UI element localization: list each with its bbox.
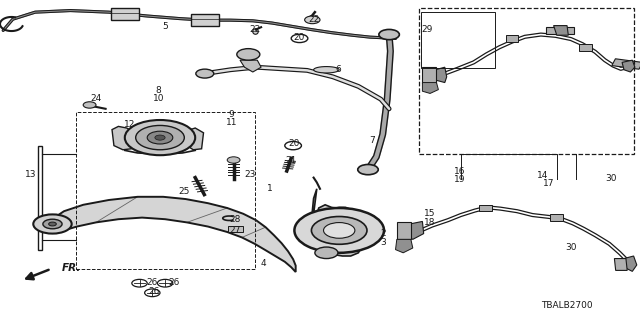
Circle shape — [323, 223, 355, 238]
Polygon shape — [554, 26, 568, 35]
Bar — [506, 35, 518, 42]
Circle shape — [136, 125, 184, 150]
Text: 1: 1 — [268, 184, 273, 193]
Text: 4: 4 — [261, 259, 266, 268]
Text: 2: 2 — [380, 229, 385, 238]
Polygon shape — [314, 67, 339, 73]
Polygon shape — [422, 83, 438, 93]
Circle shape — [49, 222, 56, 226]
Text: 22: 22 — [249, 25, 260, 34]
Polygon shape — [54, 197, 296, 272]
Text: 27: 27 — [230, 226, 241, 235]
Text: 30: 30 — [565, 243, 577, 252]
Text: 28: 28 — [230, 215, 241, 224]
Text: 3: 3 — [380, 238, 385, 247]
Text: 25: 25 — [179, 188, 190, 196]
Text: 10: 10 — [153, 94, 164, 103]
Text: 12: 12 — [124, 120, 135, 129]
Circle shape — [125, 120, 195, 155]
Circle shape — [379, 29, 399, 40]
Text: 26: 26 — [148, 287, 159, 296]
Polygon shape — [612, 59, 640, 69]
Text: 18: 18 — [424, 218, 436, 227]
Text: 14: 14 — [537, 171, 548, 180]
Circle shape — [294, 208, 384, 253]
Circle shape — [33, 214, 72, 234]
Polygon shape — [422, 67, 436, 83]
Text: 23: 23 — [244, 170, 255, 179]
Text: 8: 8 — [156, 86, 161, 95]
Text: 30: 30 — [605, 174, 617, 183]
Bar — [76, 112, 255, 269]
Polygon shape — [408, 221, 424, 239]
Text: 11: 11 — [226, 118, 237, 127]
Polygon shape — [397, 222, 411, 239]
Bar — [228, 226, 243, 232]
Text: 19: 19 — [454, 175, 465, 184]
Bar — [419, 8, 634, 154]
Text: 22: 22 — [308, 15, 319, 24]
Polygon shape — [112, 126, 134, 150]
Circle shape — [305, 16, 320, 24]
Polygon shape — [312, 189, 365, 256]
Text: 26: 26 — [147, 278, 158, 287]
Polygon shape — [546, 27, 574, 34]
Text: 5: 5 — [163, 22, 168, 31]
Text: 9: 9 — [229, 110, 234, 119]
Polygon shape — [624, 256, 637, 271]
Text: 29: 29 — [422, 25, 433, 34]
Circle shape — [358, 164, 378, 175]
Text: 7: 7 — [370, 136, 375, 145]
Circle shape — [237, 49, 260, 60]
Text: TBALB2700: TBALB2700 — [541, 301, 592, 310]
Text: 21: 21 — [285, 156, 297, 164]
Polygon shape — [240, 60, 261, 72]
Bar — [191, 14, 219, 26]
Text: 6: 6 — [335, 65, 340, 74]
Polygon shape — [622, 60, 635, 72]
Bar — [111, 8, 139, 20]
Bar — [550, 214, 563, 221]
Circle shape — [147, 131, 173, 144]
Circle shape — [155, 135, 165, 140]
Circle shape — [315, 247, 338, 259]
Text: 20: 20 — [289, 139, 300, 148]
Text: 16: 16 — [454, 167, 465, 176]
Text: 15: 15 — [424, 209, 436, 218]
Text: 26: 26 — [168, 278, 180, 287]
Bar — [421, 12, 495, 68]
Text: 17: 17 — [543, 179, 555, 188]
Text: FR.: FR. — [62, 263, 81, 273]
Polygon shape — [435, 67, 447, 83]
Circle shape — [312, 217, 367, 244]
Text: 13: 13 — [25, 170, 36, 179]
Polygon shape — [396, 239, 413, 253]
Polygon shape — [614, 259, 627, 270]
Polygon shape — [184, 128, 204, 150]
Text: 24: 24 — [90, 94, 102, 103]
Bar — [479, 205, 492, 211]
Text: 20: 20 — [294, 33, 305, 42]
Circle shape — [83, 102, 96, 108]
Circle shape — [43, 219, 62, 229]
Bar — [579, 44, 592, 51]
Circle shape — [227, 157, 240, 163]
Circle shape — [196, 69, 214, 78]
